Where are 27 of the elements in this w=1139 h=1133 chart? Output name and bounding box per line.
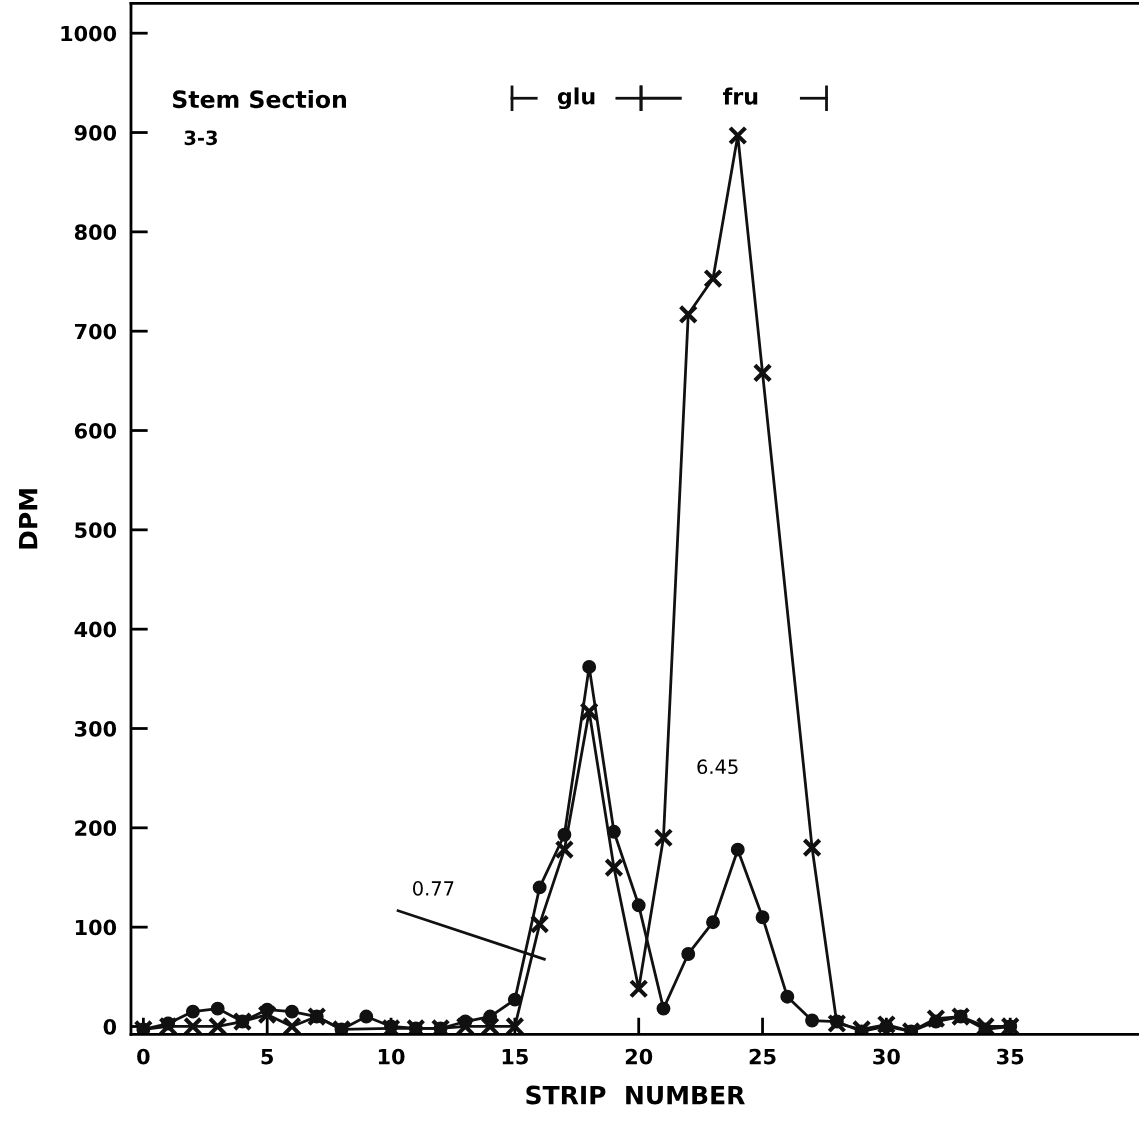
- y-tick-label: 900: [74, 124, 117, 141]
- y-tick-label: 200: [75, 820, 117, 837]
- annotation: 6.45: [697, 759, 738, 775]
- x-tick-label: 30: [873, 1048, 900, 1065]
- y-tick-label: 600: [74, 422, 117, 439]
- x-tick-label: 20: [625, 1048, 653, 1065]
- annotation: fru: [723, 87, 758, 105]
- annotation: 0.77: [413, 881, 454, 896]
- y-tick-label: 800: [74, 224, 117, 241]
- annotation: Stem Section: [173, 89, 347, 109]
- y-tick-label: 400: [74, 621, 117, 638]
- x-tick-label: 10: [378, 1048, 405, 1065]
- annotation: glu: [557, 87, 595, 110]
- y-tick-label: 300: [75, 720, 117, 737]
- x-tick-label: 35: [997, 1048, 1024, 1065]
- x-tick-label: 5: [261, 1048, 273, 1065]
- y-tick-label: 700: [75, 323, 117, 340]
- x-tick-label: 15: [502, 1048, 528, 1065]
- annotation: 3-3: [184, 130, 217, 146]
- y-tick-label: 0: [103, 1018, 117, 1035]
- y-axis-title: DPM: [19, 489, 38, 549]
- y-tick-label: 100: [75, 919, 117, 936]
- x-tick-label: 0: [137, 1048, 150, 1065]
- x-tick-label: 25: [749, 1048, 776, 1065]
- y-tick-label: 1000: [61, 25, 117, 42]
- y-tick-label: 500: [75, 522, 117, 539]
- x-axis-title: STRIP NUMBER: [526, 1085, 745, 1105]
